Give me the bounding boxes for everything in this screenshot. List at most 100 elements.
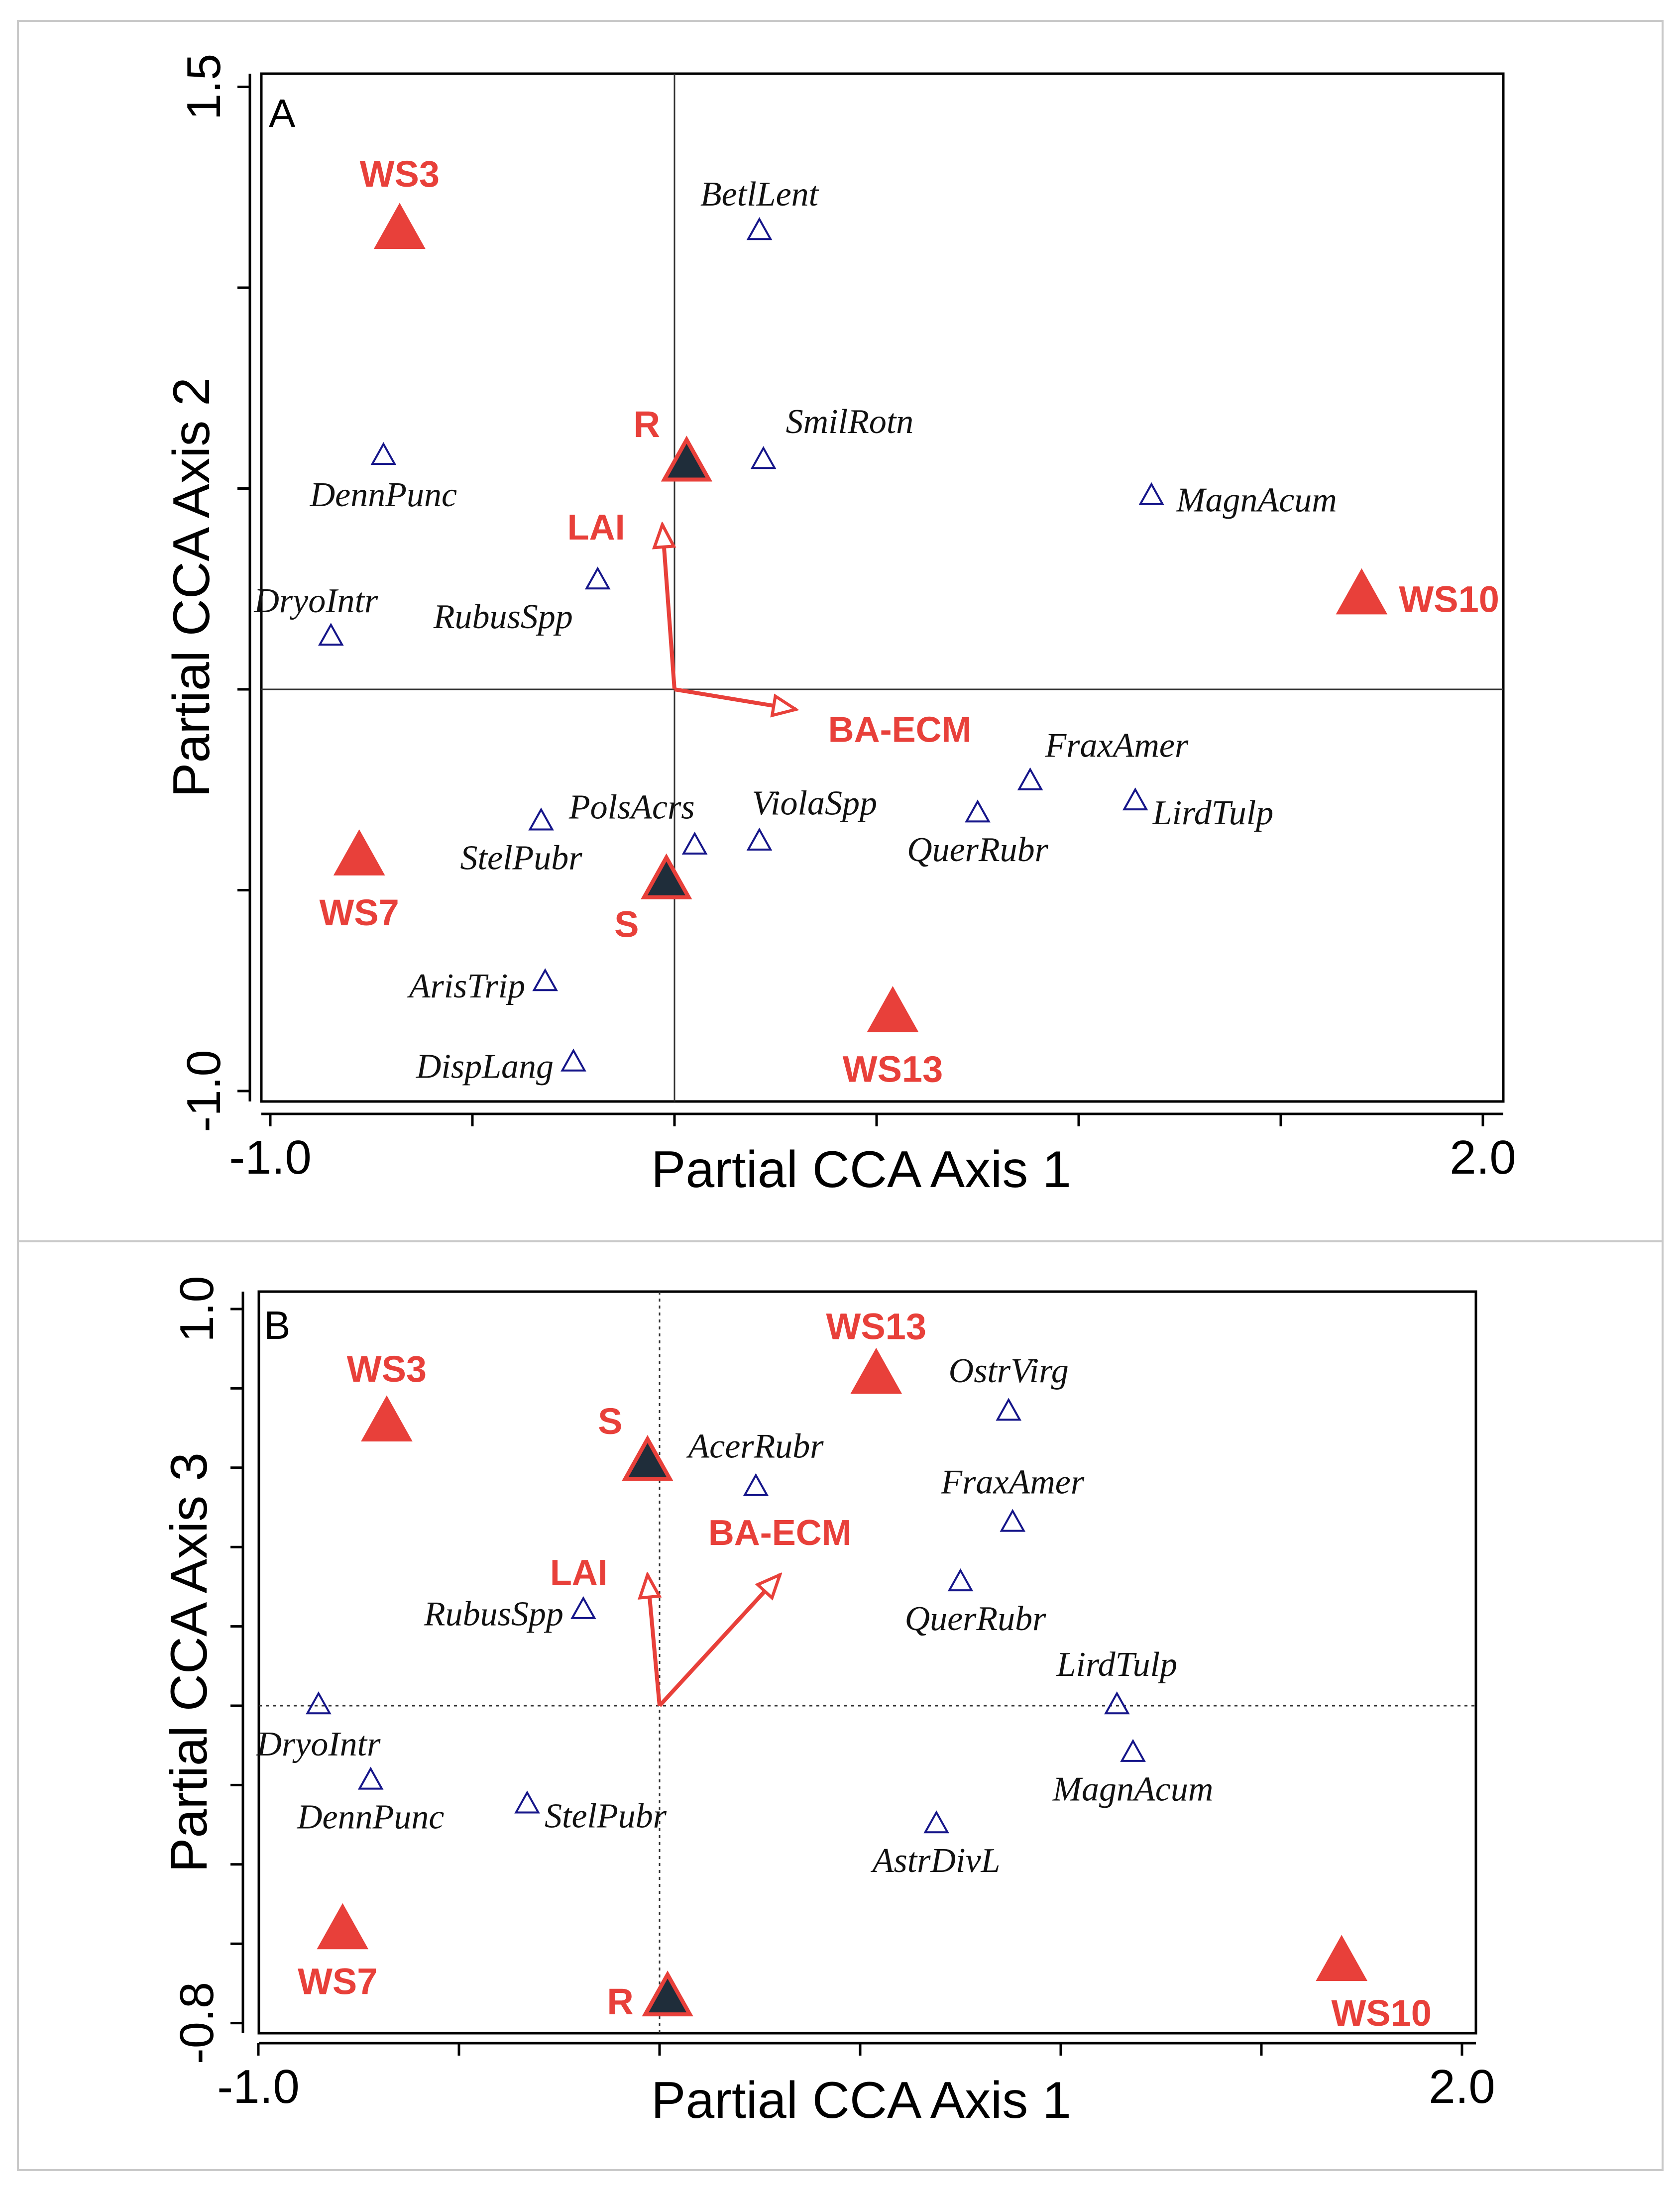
panel-a-ticks: -1.0 2.0 -1.0 1.5 (177, 54, 1516, 1184)
species-point-stelpubr (528, 807, 554, 831)
species-point-dennpunc (370, 442, 397, 465)
site-point-ws13 (850, 1347, 902, 1394)
species-label-fraxamer: FraxAmer (1045, 727, 1189, 765)
x-tick-label: 2.0 (1450, 1131, 1516, 1184)
species-label-lirdtulp: LirdTulp (1152, 794, 1274, 832)
species-label-violaspp: ViolaSpp (752, 784, 877, 823)
species-label-smilrotn: SmilRotn (786, 403, 914, 441)
species-label-dryointr: DryoIntr (256, 1725, 381, 1763)
vector-label-lai: LAI (567, 508, 625, 548)
treatment-point-s (622, 1435, 673, 1481)
site-label-ws10: WS10 (1399, 578, 1499, 620)
treatment-point-r (661, 436, 712, 482)
treatment-label-s: S (598, 1401, 622, 1442)
site-label-ws13: WS13 (826, 1306, 926, 1347)
species-point-astrdivl (923, 1810, 949, 1834)
species-point-dryointr (318, 623, 344, 646)
site-label-ws7: WS7 (319, 892, 399, 933)
panel-b-ylabel: Partial CCA Axis 3 (160, 1452, 218, 1872)
species-point-polsacrs (681, 831, 708, 855)
panel-a-treatments: RS (614, 404, 712, 945)
treatment-label-r: R (607, 1981, 633, 2022)
species-point-dryointr (306, 1691, 332, 1715)
species-point-lirdtulp (1122, 787, 1148, 811)
vector-label-ba-ecm: BA-ECM (708, 1513, 852, 1553)
species-label-stelpubr: StelPubr (460, 839, 583, 877)
species-label-polsacrs: PolsAcrs (568, 788, 695, 827)
species-point-acerrubr (743, 1473, 769, 1496)
y-tick-label: 1.5 (177, 54, 230, 120)
species-point-lirdtulp (1104, 1691, 1130, 1715)
panel-b-sites: WS13 WS3 WS7 WS10 (298, 1306, 1432, 2034)
species-point-querrubr (947, 1568, 974, 1592)
site-label-ws3: WS3 (347, 1348, 427, 1390)
panel-b-vectors: LAI BA-ECM (550, 1513, 852, 1707)
species-label-querrubr: QuerRubr (905, 1600, 1047, 1638)
species-label-aristrip: ArisTrip (407, 967, 525, 1005)
x-tick-label: -1.0 (229, 1131, 311, 1184)
y-tick-label: -1.0 (177, 1050, 230, 1132)
species-label-fraxamer: FraxAmer (940, 1463, 1084, 1501)
species-label-dryointr: DryoIntr (253, 582, 378, 620)
vector-label-ba-ecm: BA-ECM (828, 710, 972, 750)
site-label-ws3: WS3 (360, 153, 440, 195)
species-point-ostrvirg (996, 1398, 1022, 1421)
y-tick-label: 1.0 (170, 1276, 224, 1342)
panel-a: -1.0 2.0 -1.0 1.5 LAI BA-ECM BetlLent SmilRot… (163, 54, 1516, 1199)
species-label-rubusspp: RubusSpp (424, 1595, 563, 1634)
panel-b-xlabel: Partial CCA Axis 1 (651, 2072, 1071, 2129)
species-point-fraxamer (1017, 767, 1043, 790)
panel-a-plot-box (260, 72, 1505, 1103)
treatment-label-s: S (614, 903, 639, 945)
panel-a-zero-lines (261, 74, 1503, 1101)
panel-b-plot-box (257, 1290, 1477, 2035)
vector-arrow-ba-ecm (674, 687, 796, 709)
species-label-acerrubr: AcerRubr (686, 1427, 824, 1466)
species-point-aristrip (532, 968, 558, 991)
species-label-astrdivl: AstrDivL (871, 1842, 1001, 1880)
panel-a-vectors: LAI BA-ECM (567, 508, 972, 750)
species-point-stelpubr (514, 1790, 540, 1814)
vector-arrow-ba-ecm (658, 1575, 780, 1707)
panel-a-species: BetlLent SmilRotn DennPunc MagnAcum RubusSpp… (253, 175, 1337, 1086)
species-label-querrubr: QuerRubr (907, 831, 1049, 869)
species-label-displang: DispLang (416, 1048, 554, 1086)
panel-b-frame (17, 1240, 1664, 2171)
species-label-rubusspp: RubusSpp (433, 598, 573, 636)
site-point-ws7 (317, 1903, 369, 1950)
species-point-smilrotn (750, 446, 777, 469)
species-label-ostrvirg: OstrVirg (949, 1352, 1069, 1390)
site-point-ws10 (1336, 568, 1388, 615)
species-label-magnacum: MagnAcum (1176, 481, 1337, 520)
site-point-ws7 (333, 829, 385, 876)
vector-arrow-lai (648, 1575, 660, 1706)
species-point-querrubr (965, 799, 991, 823)
site-label-ws13: WS13 (843, 1049, 943, 1090)
species-point-rubusspp (570, 1596, 596, 1619)
treatment-point-r (642, 1970, 693, 2017)
species-point-displang (560, 1048, 586, 1072)
vector-label-lai: LAI (550, 1553, 608, 1593)
species-point-betllent (746, 217, 773, 240)
y-tick-label: -0.8 (170, 1982, 224, 2064)
species-label-lirdtulp: LirdTulp (1056, 1645, 1178, 1684)
species-label-dennpunc: DennPunc (297, 1798, 444, 1836)
panel-b: -1.0 2.0 -0.8 1.0 LAI BA-ECM OstrVirg AcerRub… (160, 1276, 1495, 2129)
site-point-ws10 (1316, 1935, 1368, 1981)
site-label-ws7: WS7 (298, 1961, 377, 2002)
panel-a-ylabel: Partial CCA Axis 2 (163, 377, 221, 797)
species-point-rubusspp (584, 566, 611, 590)
species-point-fraxamer (1000, 1509, 1026, 1532)
treatment-label-r: R (634, 404, 660, 445)
panel-b-treatments: SR (598, 1401, 693, 2022)
species-label-betllent: BetlLent (700, 175, 819, 214)
x-tick-label: 2.0 (1429, 2060, 1495, 2113)
site-point-ws13 (867, 986, 919, 1032)
treatment-point-s (641, 853, 692, 899)
species-label-dennpunc: DennPunc (310, 476, 457, 514)
vector-arrow-lai (663, 525, 676, 690)
species-point-magnacum (1138, 482, 1164, 505)
species-label-stelpubr: StelPubr (545, 1797, 667, 1835)
panel-a-xlabel: Partial CCA Axis 1 (651, 1141, 1071, 1199)
